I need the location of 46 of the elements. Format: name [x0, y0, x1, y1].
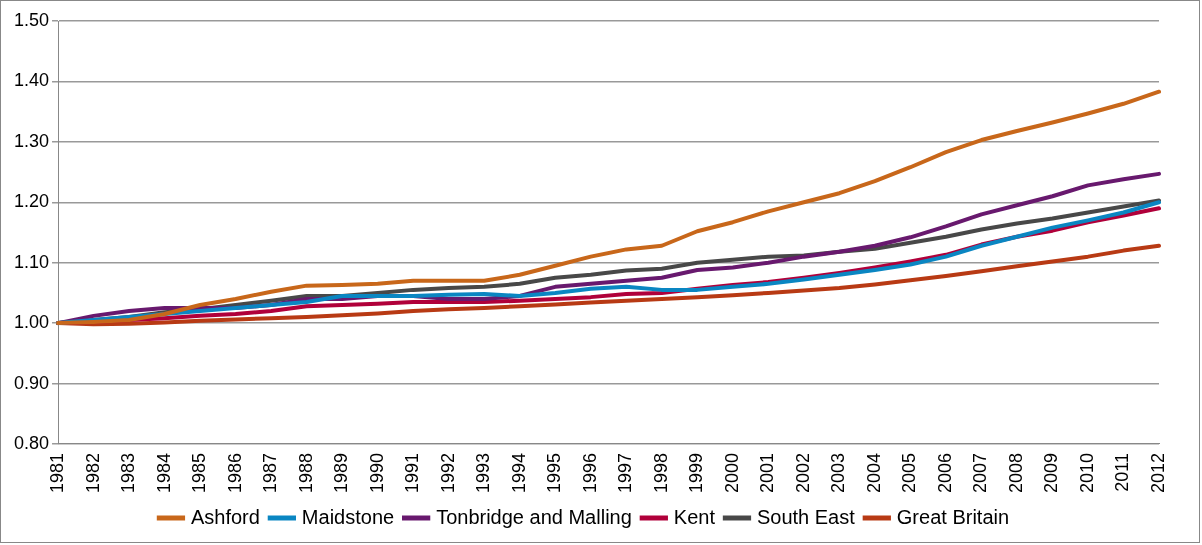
- x-tick-label: 2008: [1005, 452, 1026, 493]
- legend-label: Great Britain: [896, 505, 1010, 528]
- x-tick-label: 1991: [402, 452, 423, 493]
- x-tick-label: 1982: [82, 452, 103, 493]
- legend-label: Tonbridge and Malling: [436, 505, 632, 528]
- legend-label: Kent: [673, 505, 716, 528]
- x-tick-label: 1987: [260, 452, 281, 493]
- x-tick-label: 2010: [1076, 452, 1097, 493]
- x-tick-label: 1996: [579, 452, 600, 493]
- x-tick-label: 1992: [437, 452, 458, 493]
- legend-label: South East: [756, 505, 856, 528]
- x-tick-label: 2000: [721, 452, 742, 493]
- x-tick-label: 2005: [899, 452, 920, 493]
- x-tick-label: 2004: [863, 452, 884, 493]
- x-tick-label: 1997: [615, 452, 636, 493]
- y-tick-label: 1.20: [13, 191, 50, 212]
- x-tick-label: 1984: [153, 452, 174, 493]
- y-tick-label: 0.90: [13, 372, 50, 393]
- x-tick-label: 2011: [1112, 452, 1133, 492]
- x-tick-label: 2009: [1041, 452, 1062, 493]
- x-tick-label: 2002: [792, 452, 813, 493]
- x-tick-label: 1988: [295, 452, 316, 493]
- x-tick-label: 1990: [366, 452, 387, 493]
- x-tick-label: 1989: [331, 452, 352, 493]
- x-tick-label: 1995: [544, 452, 565, 493]
- y-tick-label: 1.10: [13, 251, 50, 272]
- x-tick-label: 2007: [970, 452, 991, 493]
- x-tick-label: 1993: [473, 452, 494, 493]
- y-tick-label: 0.80: [13, 432, 50, 453]
- y-tick-label: 1.50: [13, 9, 50, 30]
- x-tick-label: 1981: [47, 452, 67, 493]
- y-tick-label: 1.00: [13, 312, 50, 333]
- y-tick-label: 1.30: [13, 130, 50, 151]
- legend-label: Ashford: [190, 505, 260, 528]
- x-tick-label: 1983: [118, 452, 139, 493]
- x-tick-label: 1986: [224, 452, 245, 493]
- x-tick-label: 1994: [508, 452, 529, 493]
- x-tick-label: 1999: [686, 452, 707, 493]
- legend-label: Maidstone: [301, 505, 395, 528]
- y-tick-label: 1.40: [13, 70, 50, 91]
- x-tick-label: 2001: [757, 452, 778, 493]
- x-tick-label: 2006: [934, 452, 955, 493]
- x-tick-label: 1998: [650, 452, 671, 493]
- x-tick-label: 2003: [828, 452, 849, 493]
- x-tick-label: 1985: [189, 452, 210, 493]
- x-tick-label: 2012: [1147, 452, 1168, 493]
